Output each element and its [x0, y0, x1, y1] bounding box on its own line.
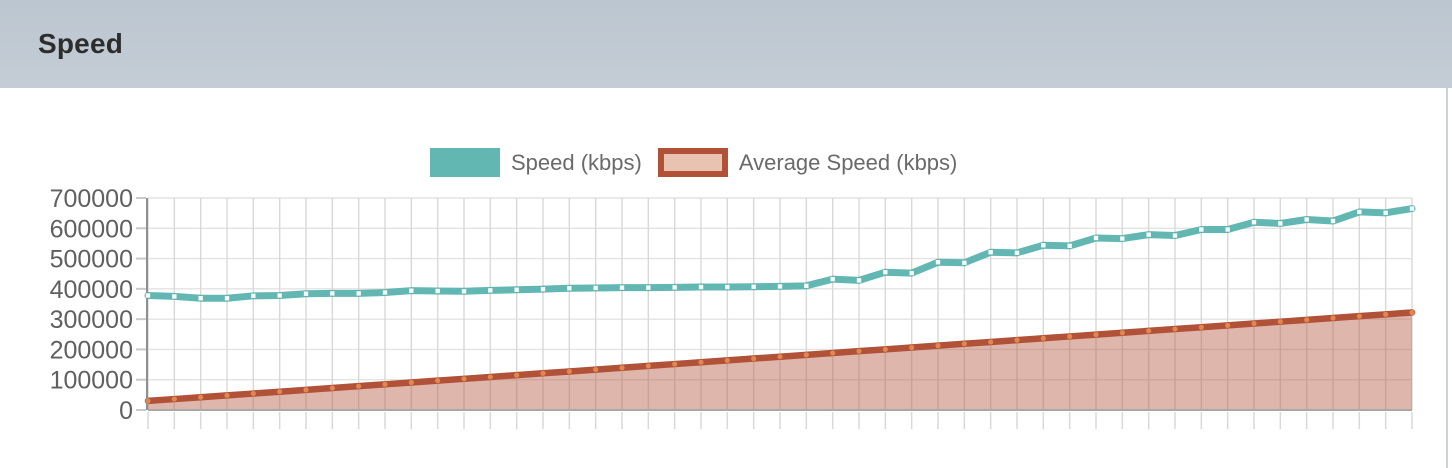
- svg-text:300000: 300000: [50, 306, 133, 334]
- axis-ticks: [136, 197, 1413, 429]
- svg-text:400000: 400000: [50, 276, 133, 304]
- panel-header: Speed: [0, 0, 1452, 88]
- average-speed-markers: [145, 309, 1415, 404]
- legend-item-speed: Speed (kbps): [430, 148, 642, 177]
- svg-text:0: 0: [119, 397, 133, 425]
- svg-text:100000: 100000: [50, 367, 133, 395]
- legend-item-average-speed: Average Speed (kbps): [657, 148, 958, 177]
- svg-text:500000: 500000: [50, 246, 133, 274]
- svg-text:700000: 700000: [50, 185, 133, 213]
- svg-text:200000: 200000: [50, 336, 133, 364]
- average-speed-series-swatch: [657, 148, 728, 177]
- chart-legend: Speed (kbps) Average Speed (kbps): [430, 148, 957, 177]
- chart-panel: 0 100000 200000 300000 400000 500000 600000 700…: [0, 88, 1452, 468]
- panel-title: Speed: [38, 28, 124, 59]
- grid-lines: [147, 197, 1413, 410]
- speed-series-label: Speed (kbps): [511, 149, 642, 175]
- speed-series-swatch: [430, 148, 500, 177]
- panel-right-divider: [1446, 88, 1448, 468]
- svg-text:600000: 600000: [50, 215, 133, 243]
- average-speed-series-label: Average Speed (kbps): [738, 149, 958, 175]
- grid-overlay: [147, 198, 1413, 410]
- speed-markers: [145, 206, 1415, 301]
